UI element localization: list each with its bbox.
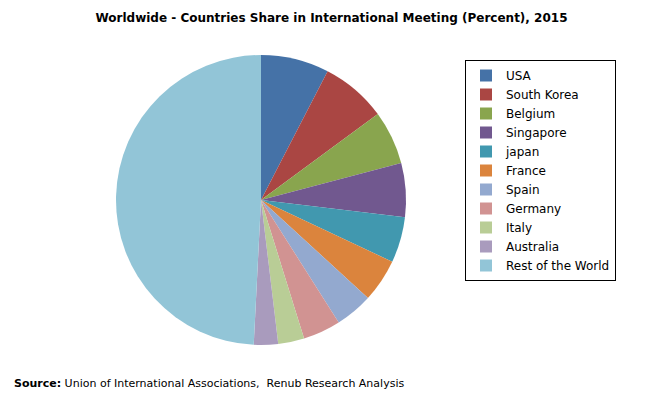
svg-text:japan: japan (505, 145, 539, 159)
svg-text:Italy: Italy (506, 221, 532, 235)
svg-text:Germany: Germany (506, 202, 561, 216)
svg-text:Australia: Australia (506, 240, 559, 254)
svg-text:Source: Union of International: Source: Union of International Associati… (14, 377, 404, 390)
svg-text:France: France (506, 164, 546, 178)
svg-text:South Korea: South Korea (506, 88, 579, 102)
svg-text:USA: USA (506, 69, 532, 83)
svg-text:Rest of the World: Rest of the World (506, 259, 609, 273)
svg-text:Worldwide - Countries Share in: Worldwide - Countries Share in Internati… (96, 11, 568, 25)
svg-text:Singapore: Singapore (506, 126, 567, 140)
svg-text:Belgium: Belgium (506, 107, 555, 121)
svg-text:Spain: Spain (506, 183, 540, 197)
